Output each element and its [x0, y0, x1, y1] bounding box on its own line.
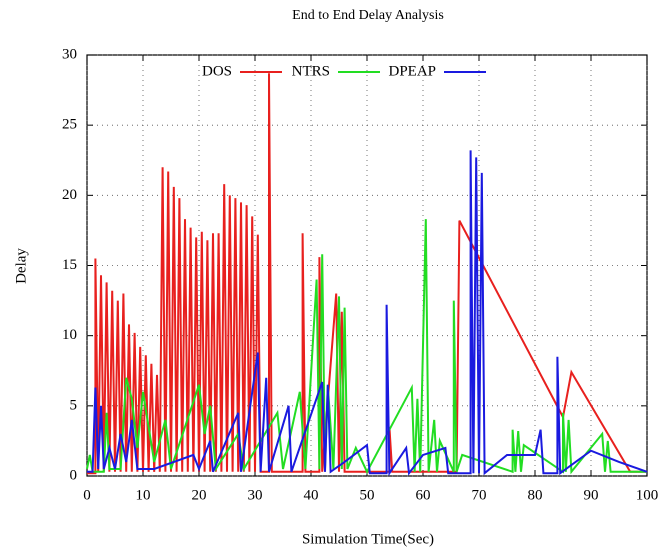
x-tick-label: 80 [528, 487, 543, 503]
y-tick-label: 15 [62, 257, 77, 273]
x-axis-label: Simulation Time(Sec) [302, 531, 434, 547]
x-tick-label: 10 [136, 487, 151, 503]
data-line [86, 219, 647, 475]
x-tick-label: 50 [360, 487, 375, 503]
x-tick-label: 0 [83, 487, 91, 503]
legend-label: NTRS [292, 63, 330, 79]
x-tick-label: 60 [416, 487, 431, 503]
x-tick-label: 30 [248, 487, 263, 503]
y-tick-label: 10 [62, 327, 77, 343]
legend-label: DPEAP [388, 63, 436, 79]
y-tick-label: 30 [62, 46, 77, 62]
y-tick-label: 20 [62, 187, 77, 203]
x-tick-label: 100 [636, 487, 659, 503]
data-line [87, 73, 647, 475]
x-tick-label: 90 [584, 487, 599, 503]
x-tick-label: 70 [472, 487, 487, 503]
y-tick-label: 25 [62, 117, 77, 133]
chart-title: End to End Delay Analysis [292, 8, 444, 23]
y-tick-label: 0 [70, 467, 78, 483]
data-line [87, 150, 648, 477]
y-tick-label: 5 [70, 397, 78, 413]
x-tick-label: 20 [192, 487, 207, 503]
y-axis-label: Delay [13, 248, 29, 284]
legend-label: DOS [202, 63, 232, 79]
x-tick-label: 40 [304, 487, 319, 503]
